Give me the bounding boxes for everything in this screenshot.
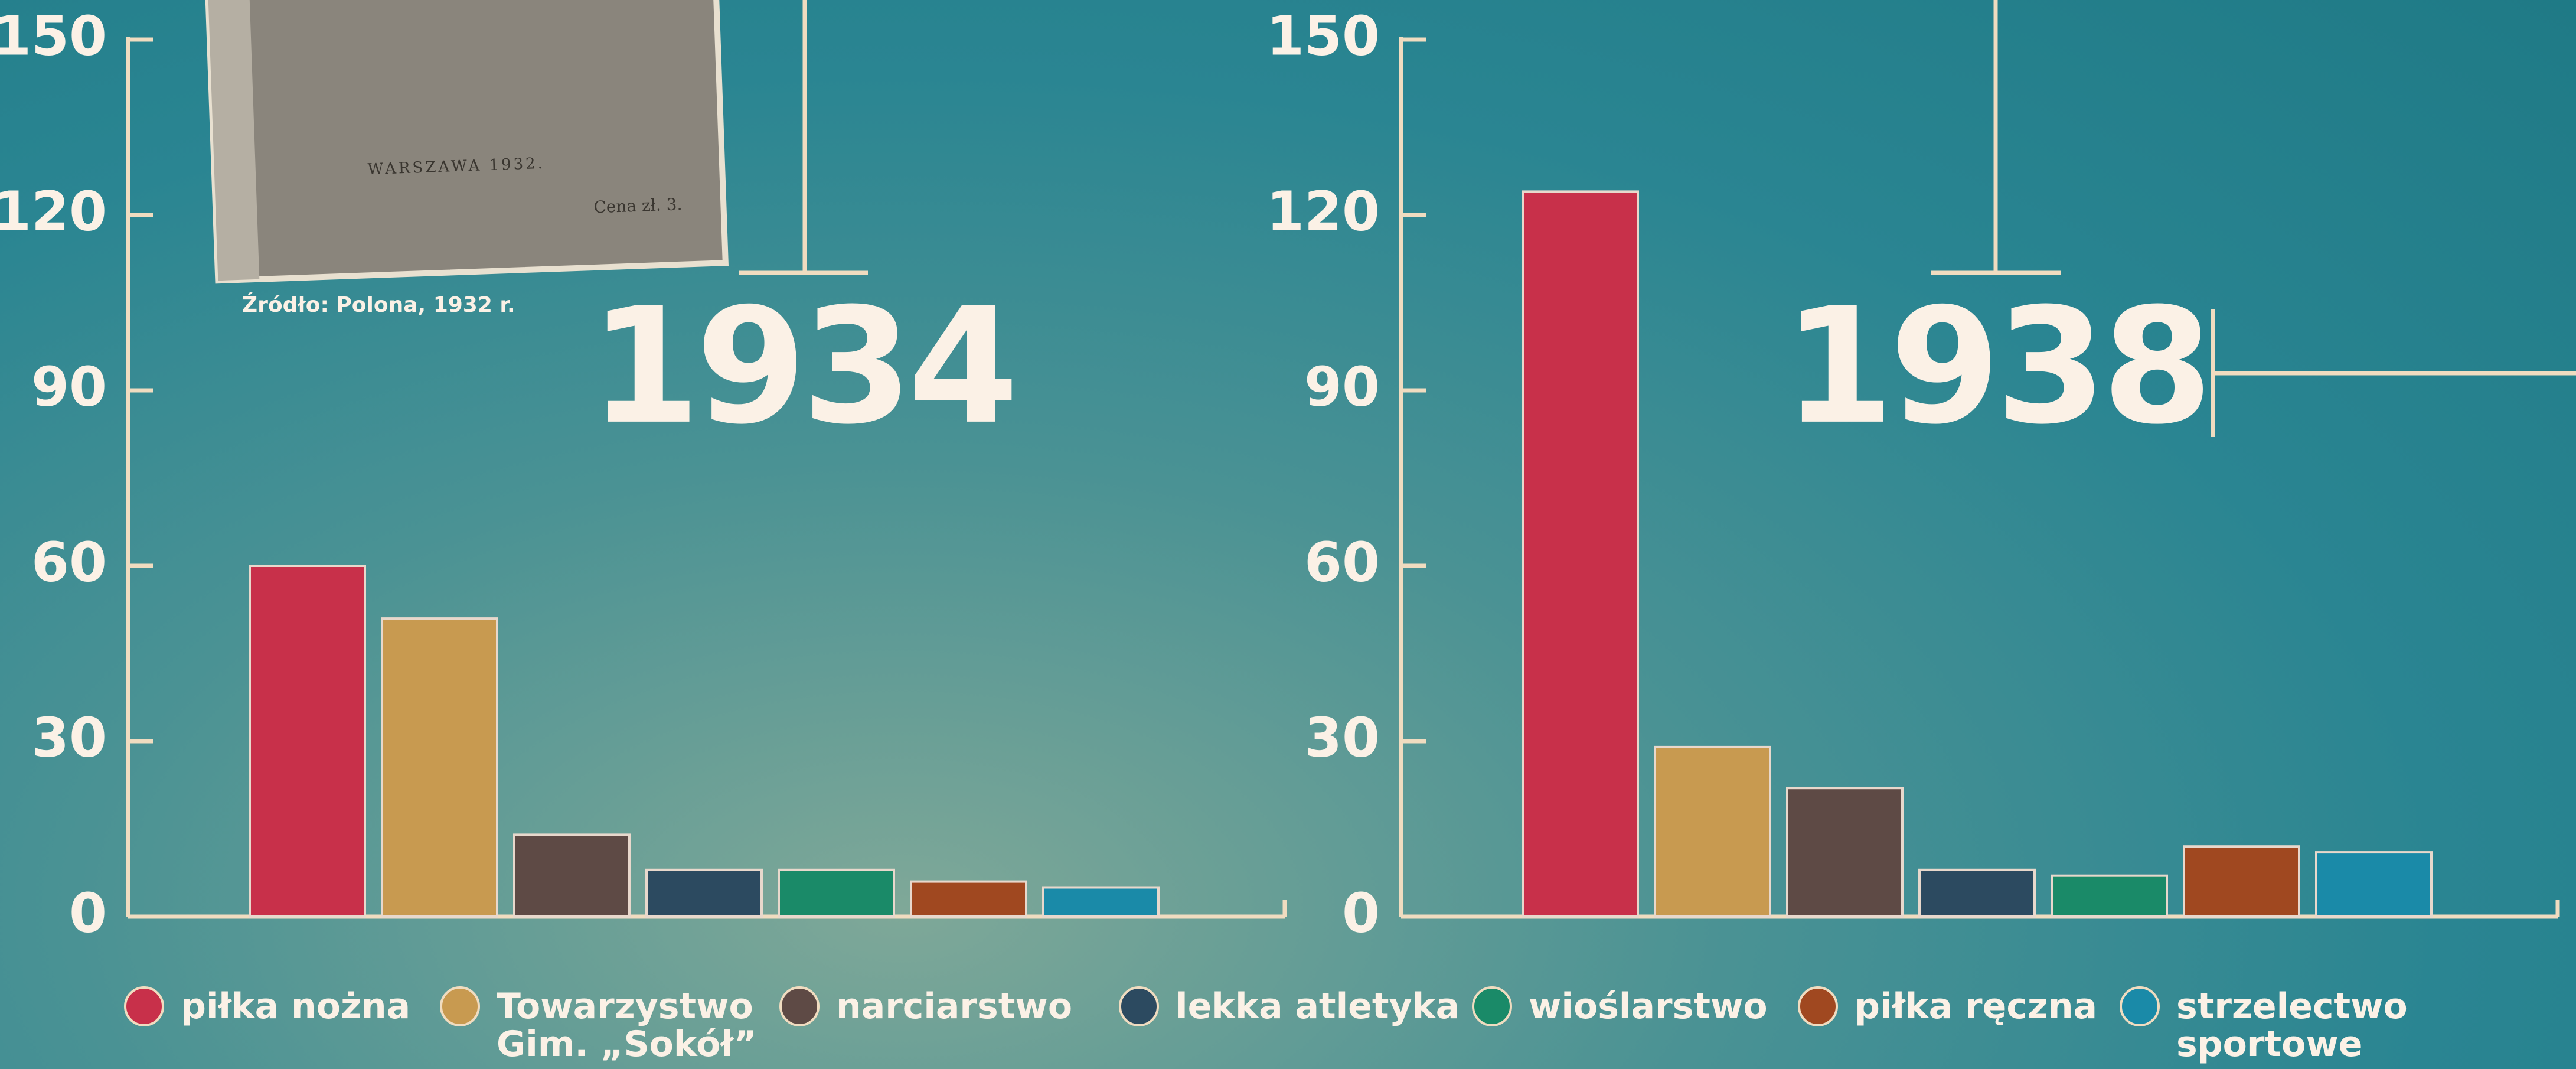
legend-item: lekka atletyka (1119, 987, 1460, 1026)
y-tick-label: 60 (31, 530, 107, 594)
bracket (739, 0, 868, 273)
legend-swatch (779, 986, 820, 1026)
legend-label: strzelectwo sportowe (2176, 987, 2564, 1063)
bar (2052, 876, 2167, 917)
legend-label: lekka atletyka (1176, 987, 1460, 1025)
bracket (1931, 0, 2061, 273)
y-tick-label: 0 (1342, 881, 1380, 944)
book-cover (207, 0, 726, 281)
bracket (2213, 309, 2576, 437)
y-tick-label: 30 (1304, 706, 1380, 769)
chart-title: 1938 (1783, 273, 2208, 459)
legend-item: piłka ręczna (1798, 987, 2097, 1026)
y-tick-label: 90 (31, 355, 107, 418)
bar (1787, 788, 1902, 917)
decorations (739, 0, 2576, 437)
legend-item: piłka nożna (124, 987, 410, 1026)
legend-swatch (124, 986, 164, 1026)
legend-item: strzelectwo sportowe (2120, 987, 2564, 1063)
legend-swatch (2120, 986, 2160, 1026)
legend-label: piłka nożna (181, 987, 410, 1025)
legend-label: narciarstwo (836, 987, 1072, 1025)
bar (2184, 846, 2299, 917)
legend-label: Towarzystwo Gim. „Sokół” (497, 987, 768, 1063)
bar (514, 835, 629, 917)
page: WARSZAWA 1932. Cena zł. 3. Źródło: Polon… (0, 0, 2576, 1069)
legend-item: wioślarstwo (1472, 987, 1768, 1026)
bar (1919, 870, 2035, 917)
y-tick-label: 90 (1304, 355, 1380, 418)
legend-item: Towarzystwo Gim. „Sokół” (440, 987, 768, 1063)
bar (250, 566, 365, 917)
bar (382, 618, 497, 917)
bar (1043, 888, 1158, 917)
y-tick-label: 30 (31, 706, 107, 769)
legend-swatch (1472, 986, 1512, 1026)
legend-swatch (1798, 986, 1838, 1026)
chart-title: 1934 (589, 273, 1014, 459)
legend-label: piłka ręczna (1855, 987, 2097, 1025)
book: WARSZAWA 1932. Cena zł. 3. (207, 0, 726, 281)
y-tick-label: 150 (1266, 4, 1380, 67)
book-price: Cena zł. 3. (593, 194, 683, 217)
legend-swatch (440, 986, 480, 1026)
bar (1523, 191, 1638, 917)
chart: WARSZAWA 1932. Cena zł. 3. Źródło: Polon… (0, 0, 2576, 1069)
y-tick-label: 120 (0, 180, 107, 243)
y-tick-label: 120 (1266, 180, 1380, 243)
legend-swatch (1119, 986, 1159, 1026)
legend-item: narciarstwo (779, 987, 1072, 1026)
bar (1655, 747, 1770, 917)
bar (2316, 852, 2431, 917)
y-tick-label: 0 (69, 881, 107, 944)
bar (779, 870, 894, 917)
bar (911, 882, 1026, 917)
source-note: Źródło: Polona, 1932 r. (242, 292, 515, 317)
y-tick-label: 150 (0, 4, 107, 67)
bar (647, 870, 762, 917)
legend-label: wioślarstwo (1529, 987, 1768, 1025)
y-tick-label: 60 (1304, 530, 1380, 594)
